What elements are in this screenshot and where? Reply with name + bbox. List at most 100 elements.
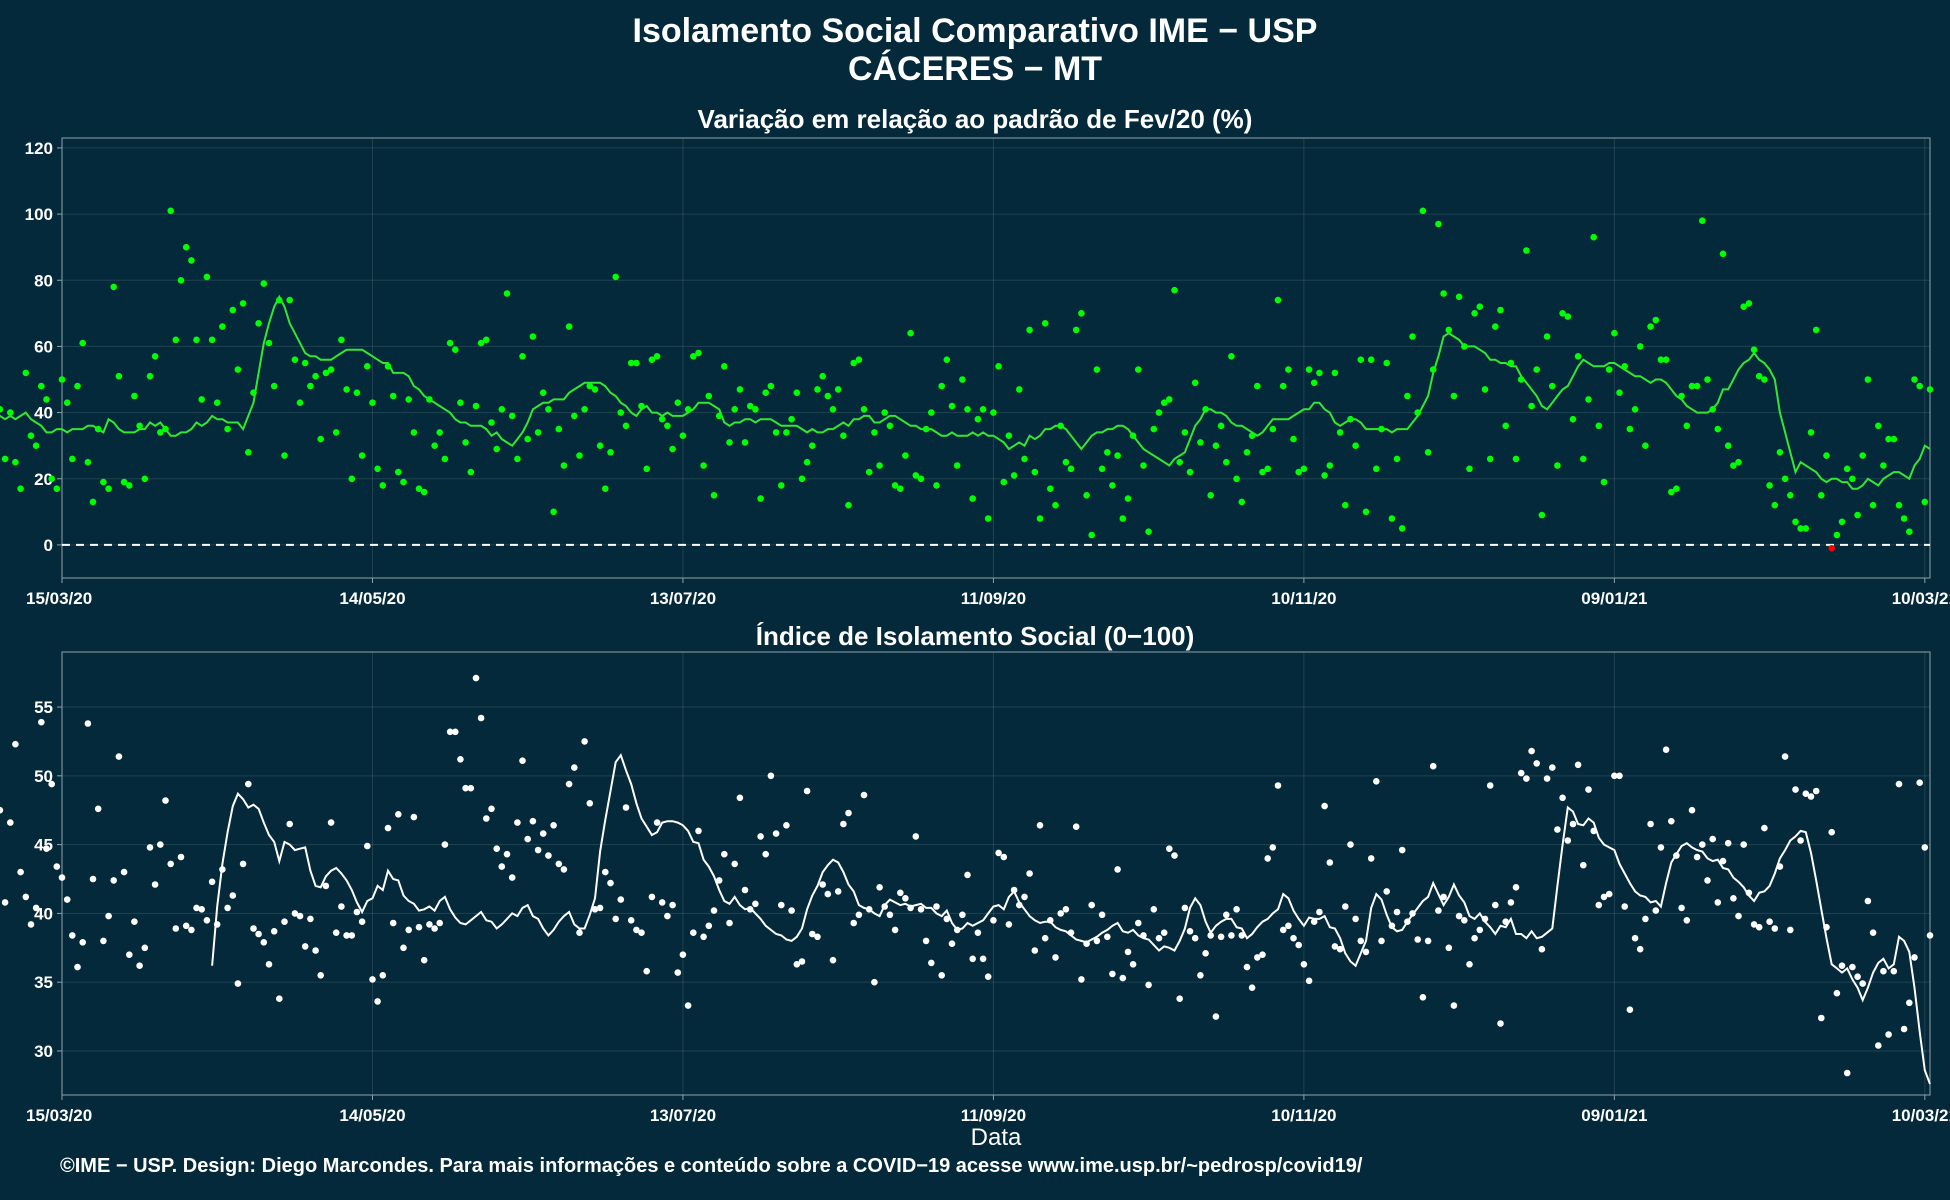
- data-point: [177, 277, 185, 284]
- x-tick-label: 10/03/21: [1892, 589, 1950, 608]
- data-point: [1580, 455, 1587, 463]
- panel-border: [61, 137, 1931, 579]
- data-point: [814, 933, 821, 941]
- data-point: [1735, 458, 1742, 466]
- data-point: [524, 835, 531, 843]
- data-point: [1000, 853, 1008, 861]
- data-point: [32, 442, 40, 450]
- data-point: [1906, 528, 1913, 535]
- data-point: [1171, 852, 1178, 859]
- data-point: [1072, 326, 1080, 334]
- data-point: [1699, 841, 1706, 848]
- data-point: [48, 475, 55, 483]
- data-point: [881, 409, 888, 416]
- data-point: [69, 932, 76, 939]
- data-point: [1704, 877, 1711, 884]
- data-point: [783, 429, 790, 436]
- data-point: [912, 472, 920, 479]
- data-point: [1750, 346, 1758, 354]
- data-point: [1787, 492, 1794, 499]
- data-point: [493, 845, 501, 852]
- data-point: [1823, 923, 1830, 931]
- data-point: [1869, 929, 1877, 936]
- data-point: [1523, 247, 1530, 254]
- data-point: [1574, 353, 1582, 360]
- data-point: [1010, 886, 1018, 894]
- data-point: [767, 772, 775, 780]
- data-point: [1554, 462, 1561, 469]
- data-point: [1523, 775, 1530, 782]
- data-point: [7, 819, 14, 826]
- data-point: [1921, 498, 1929, 506]
- data-point: [1295, 468, 1302, 476]
- y-tick-label: 30: [34, 1042, 53, 1061]
- data-point: [100, 937, 107, 945]
- data-point: [1471, 934, 1478, 942]
- data-point: [596, 904, 604, 912]
- data-point: [1621, 903, 1628, 910]
- data-point: [384, 363, 392, 370]
- data-point: [1492, 323, 1499, 330]
- data-point: [462, 439, 469, 446]
- data-point: [938, 972, 945, 979]
- data-point: [1098, 465, 1106, 473]
- data-point: [498, 863, 506, 870]
- data-point: [400, 944, 407, 952]
- data-point: [1797, 525, 1804, 532]
- data-point: [1362, 948, 1370, 956]
- data-point: [348, 475, 356, 483]
- data-point: [690, 353, 697, 360]
- data-point: [1140, 932, 1147, 939]
- data-point: [731, 406, 738, 413]
- data-point: [420, 956, 428, 964]
- data-point: [1600, 893, 1608, 901]
- data-point: [1864, 897, 1872, 905]
- data-point: [1585, 786, 1592, 793]
- data-point: [1642, 915, 1649, 923]
- data-point: [1766, 918, 1773, 925]
- data-point: [1921, 844, 1929, 851]
- data-point: [38, 718, 45, 726]
- data-point: [1155, 409, 1163, 416]
- data-point: [1005, 921, 1013, 928]
- data-point: [296, 399, 304, 407]
- x-tick-label: 13/07/20: [650, 1106, 716, 1125]
- data-point: [907, 329, 914, 337]
- data-point: [1083, 492, 1090, 499]
- data-point: [1259, 468, 1266, 476]
- data-point: [1429, 762, 1437, 770]
- data-point: [1668, 488, 1675, 496]
- data-point: [146, 844, 154, 851]
- data-point: [1057, 910, 1064, 917]
- data-point: [1445, 326, 1453, 334]
- data-point: [22, 893, 30, 901]
- data-point: [1202, 406, 1209, 413]
- data-point: [1197, 972, 1204, 979]
- data-point: [1171, 286, 1178, 294]
- data-point: [343, 932, 350, 939]
- data-point: [1424, 449, 1432, 456]
- data-point: [928, 409, 935, 416]
- data-point: [1145, 981, 1152, 989]
- data-point: [669, 901, 676, 909]
- data-point: [1114, 866, 1121, 873]
- data-point: [1352, 442, 1359, 450]
- data-point: [203, 273, 211, 281]
- data-point: [1714, 899, 1722, 906]
- data-point: [679, 951, 687, 958]
- data-point: [1512, 884, 1520, 891]
- data-point: [1342, 903, 1349, 910]
- data-point: [1761, 376, 1768, 383]
- data-point: [1067, 465, 1075, 473]
- data-point: [1160, 929, 1168, 936]
- data-point: [1254, 954, 1261, 961]
- data-point: [1662, 356, 1670, 364]
- data-point: [834, 888, 842, 895]
- data-point: [198, 906, 205, 913]
- data-point: [565, 780, 573, 788]
- data-point: [369, 399, 376, 407]
- x-tick-label: 10/11/20: [1271, 589, 1336, 608]
- data-point: [1342, 501, 1349, 509]
- data-point: [338, 336, 345, 344]
- data-point: [1595, 422, 1603, 430]
